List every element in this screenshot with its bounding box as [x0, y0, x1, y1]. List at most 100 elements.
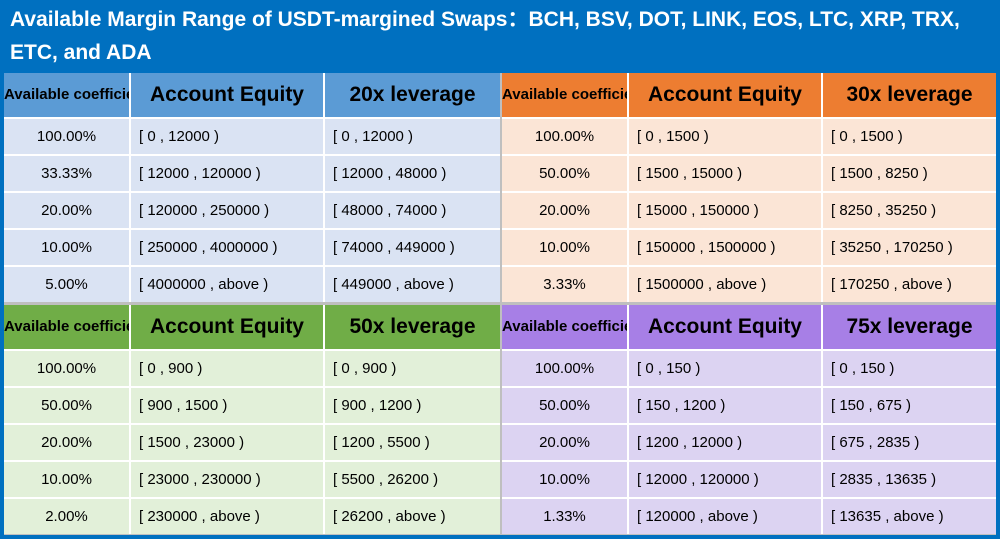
coefficient-cell: 50.00%	[4, 387, 131, 425]
table-row: 20.00% [ 1500 , 23000 ) [ 1200 , 5500 )	[4, 424, 500, 462]
page-title: Available Margin Range of USDT-margined …	[10, 8, 960, 64]
coefficient-cell: 10.00%	[502, 461, 629, 499]
table-row: 50.00% [ 1500 , 15000 ) [ 1500 , 8250 )	[502, 155, 996, 193]
table-row: 2.00% [ 230000 , above ) [ 26200 , above…	[4, 498, 500, 534]
leverage-cell: [ 1200 , 5500 )	[324, 424, 500, 462]
leverage-cell: [ 150 , 675 )	[822, 387, 996, 425]
table-20x-leverage: Available coefficient Account Equity 20x…	[4, 73, 500, 302]
header-account-equity: Account Equity	[628, 73, 823, 119]
leverage-cell: [ 26200 , above )	[324, 498, 500, 534]
equity-cell: [ 250000 , 4000000 )	[130, 229, 325, 267]
equity-cell: [ 0 , 900 )	[130, 350, 325, 388]
header-available-coefficient: Available coefficient	[502, 305, 629, 351]
table-row: 100.00% [ 0 , 12000 ) [ 0 , 12000 )	[4, 118, 500, 156]
equity-cell: [ 900 , 1500 )	[130, 387, 325, 425]
table-row: 33.33% [ 12000 , 120000 ) [ 12000 , 4800…	[4, 155, 500, 193]
leverage-cell: [ 12000 , 48000 )	[324, 155, 500, 193]
table-row: 100.00% [ 0 , 150 ) [ 0 , 150 )	[502, 350, 996, 388]
equity-cell: [ 120000 , 250000 )	[130, 192, 325, 230]
equity-cell: [ 23000 , 230000 )	[130, 461, 325, 499]
leverage-cell: [ 48000 , 74000 )	[324, 192, 500, 230]
leverage-cell: [ 675 , 2835 )	[822, 424, 996, 462]
leverage-cell: [ 13635 , above )	[822, 498, 996, 534]
equity-cell: [ 0 , 12000 )	[130, 118, 325, 156]
coefficient-cell: 100.00%	[502, 350, 629, 388]
equity-cell: [ 12000 , 120000 )	[628, 461, 823, 499]
coefficient-cell: 100.00%	[4, 118, 131, 156]
coefficient-cell: 50.00%	[502, 155, 629, 193]
leverage-cell: [ 0 , 150 )	[822, 350, 996, 388]
coefficient-cell: 10.00%	[502, 229, 629, 267]
coefficient-cell: 50.00%	[502, 387, 629, 425]
coefficient-cell: 2.00%	[4, 498, 131, 534]
equity-cell: [ 150000 , 1500000 )	[628, 229, 823, 267]
header-leverage: 50x leverage	[324, 305, 500, 351]
equity-cell: [ 12000 , 120000 )	[130, 155, 325, 193]
table-row: 5.00% [ 4000000 , above ) [ 449000 , abo…	[4, 266, 500, 302]
table-row: 10.00% [ 12000 , 120000 ) [ 2835 , 13635…	[502, 461, 996, 499]
equity-cell: [ 1500000 , above )	[628, 266, 823, 302]
table-50x-leverage: Available coefficient Account Equity 50x…	[4, 305, 500, 534]
leverage-cell: [ 35250 , 170250 )	[822, 229, 996, 267]
leverage-cell: [ 449000 , above )	[324, 266, 500, 302]
leverage-cell: [ 2835 , 13635 )	[822, 461, 996, 499]
leverage-cell: [ 0 , 12000 )	[324, 118, 500, 156]
header-account-equity: Account Equity	[130, 305, 325, 351]
coefficient-cell: 100.00%	[502, 118, 629, 156]
table-30x-leverage: Available coefficient Account Equity 30x…	[502, 73, 996, 302]
table-row: 20.00% [ 1200 , 12000 ) [ 675 , 2835 )	[502, 424, 996, 462]
tables-area: Available coefficient Account Equity 20x…	[4, 73, 996, 535]
leverage-cell: [ 8250 , 35250 )	[822, 192, 996, 230]
coefficient-cell: 33.33%	[4, 155, 131, 193]
table-row: 50.00% [ 900 , 1500 ) [ 900 , 1200 )	[4, 387, 500, 425]
header-leverage: 20x leverage	[324, 73, 500, 119]
leverage-cell: [ 74000 , 449000 )	[324, 229, 500, 267]
table-row: 1.33% [ 120000 , above ) [ 13635 , above…	[502, 498, 996, 534]
table-row: 50.00% [ 150 , 1200 ) [ 150 , 675 )	[502, 387, 996, 425]
coefficient-cell: 20.00%	[4, 424, 131, 462]
equity-cell: [ 1200 , 12000 )	[628, 424, 823, 462]
coefficient-cell: 20.00%	[502, 192, 629, 230]
coefficient-cell: 20.00%	[502, 424, 629, 462]
equity-cell: [ 230000 , above )	[130, 498, 325, 534]
equity-cell: [ 150 , 1200 )	[628, 387, 823, 425]
table-row: 10.00% [ 250000 , 4000000 ) [ 74000 , 44…	[4, 229, 500, 267]
equity-cell: [ 15000 , 150000 )	[628, 192, 823, 230]
header-available-coefficient: Available coefficient	[4, 305, 131, 351]
table-row: 20.00% [ 120000 , 250000 ) [ 48000 , 740…	[4, 192, 500, 230]
leverage-cell: [ 1500 , 8250 )	[822, 155, 996, 193]
table-header-row: Available coefficient Account Equity 75x…	[502, 305, 996, 351]
table-header-row: Available coefficient Account Equity 20x…	[4, 73, 500, 119]
leverage-cell: [ 0 , 1500 )	[822, 118, 996, 156]
leverage-cell: [ 170250 , above )	[822, 266, 996, 302]
coefficient-cell: 1.33%	[502, 498, 629, 534]
table-75x-leverage: Available coefficient Account Equity 75x…	[502, 305, 996, 534]
table-header-row: Available coefficient Account Equity 50x…	[4, 305, 500, 351]
leverage-cell: [ 5500 , 26200 )	[324, 461, 500, 499]
coefficient-cell: 10.00%	[4, 461, 131, 499]
equity-cell: [ 0 , 1500 )	[628, 118, 823, 156]
leverage-cell: [ 0 , 900 )	[324, 350, 500, 388]
header-account-equity: Account Equity	[628, 305, 823, 351]
header-available-coefficient: Available coefficient	[502, 73, 629, 119]
header-leverage: 30x leverage	[822, 73, 996, 119]
table-row: 100.00% [ 0 , 900 ) [ 0 , 900 )	[4, 350, 500, 388]
equity-cell: [ 4000000 , above )	[130, 266, 325, 302]
equity-cell: [ 1500 , 23000 )	[130, 424, 325, 462]
leverage-cell: [ 900 , 1200 )	[324, 387, 500, 425]
table-row: 10.00% [ 23000 , 230000 ) [ 5500 , 26200…	[4, 461, 500, 499]
coefficient-cell: 10.00%	[4, 229, 131, 267]
table-row: 3.33% [ 1500000 , above ) [ 170250 , abo…	[502, 266, 996, 302]
table-row: 20.00% [ 15000 , 150000 ) [ 8250 , 35250…	[502, 192, 996, 230]
table-row: 100.00% [ 0 , 1500 ) [ 0 , 1500 )	[502, 118, 996, 156]
table-row: 10.00% [ 150000 , 1500000 ) [ 35250 , 17…	[502, 229, 996, 267]
header-leverage: 75x leverage	[822, 305, 996, 351]
header-account-equity: Account Equity	[130, 73, 325, 119]
equity-cell: [ 0 , 150 )	[628, 350, 823, 388]
equity-cell: [ 120000 , above )	[628, 498, 823, 534]
coefficient-cell: 100.00%	[4, 350, 131, 388]
coefficient-cell: 3.33%	[502, 266, 629, 302]
header-available-coefficient: Available coefficient	[4, 73, 131, 119]
coefficient-cell: 5.00%	[4, 266, 131, 302]
